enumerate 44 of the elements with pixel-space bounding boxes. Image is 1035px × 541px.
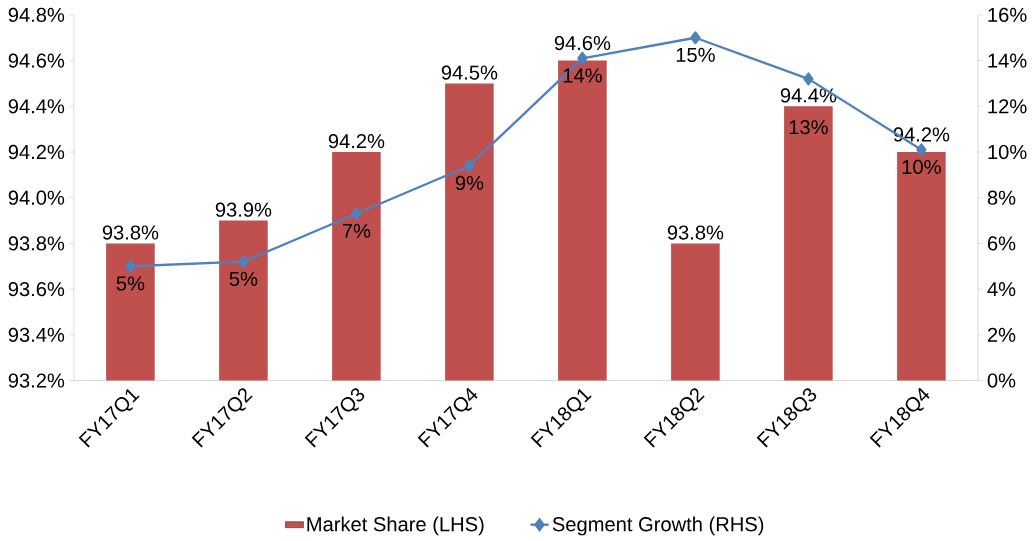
y2-tick-label: 8%: [987, 190, 1016, 205]
y-tick-label: 93.6%: [8, 281, 65, 297]
point: [464, 159, 475, 173]
data-label: 15%: [676, 47, 715, 62]
data-label: 94.6%: [554, 35, 611, 51]
data-label: 5%: [229, 271, 258, 286]
point: [351, 207, 362, 221]
y2-tick-label: 10%: [988, 144, 1027, 160]
y-tick-label: 93.2%: [8, 373, 65, 388]
data-label: 10%: [902, 159, 941, 174]
y2-tick-label: 4%: [987, 281, 1016, 297]
point: [803, 72, 814, 86]
y2-tick-label: 6%: [987, 236, 1016, 251]
data-label: 9%: [455, 175, 484, 190]
y-tick-label: 94.8%: [8, 7, 65, 22]
data-label: 13%: [789, 119, 828, 135]
data-label: 7%: [342, 223, 371, 238]
legend-label: Market Share (LHS): [307, 516, 484, 536]
point: [577, 51, 588, 65]
y2-tick-label: 12%: [988, 99, 1027, 114]
data-label: 94.4%: [780, 88, 837, 103]
data-label: 94.2%: [328, 133, 385, 149]
point: [238, 255, 249, 269]
data-label: 93.9%: [215, 202, 272, 217]
data-label: 93.8%: [667, 225, 724, 240]
y2-tick-label: 2%: [987, 327, 1016, 342]
point: [690, 31, 701, 45]
data-label: 5%: [116, 276, 145, 291]
y-tick-label: 94.0%: [8, 190, 65, 205]
data-label: 14%: [563, 68, 602, 83]
point: [916, 143, 927, 157]
data-label: 94.2%: [893, 127, 950, 142]
point: [125, 259, 136, 273]
legend-label: Segment Growth (RHS): [552, 516, 764, 536]
data-label: 94.5%: [441, 65, 498, 80]
y2-tick-label: 16%: [988, 7, 1027, 22]
y-tick-label: 94.4%: [8, 99, 65, 114]
y-tick-label: 93.8%: [8, 236, 65, 251]
y2-tick-label: 0%: [987, 373, 1016, 388]
y-tick-label: 94.2%: [8, 144, 65, 160]
y2-tick-label: 14%: [988, 53, 1027, 68]
y-tick-label: 94.6%: [8, 53, 65, 68]
y-tick-label: 93.4%: [8, 327, 65, 342]
data-label: 93.8%: [102, 225, 159, 240]
